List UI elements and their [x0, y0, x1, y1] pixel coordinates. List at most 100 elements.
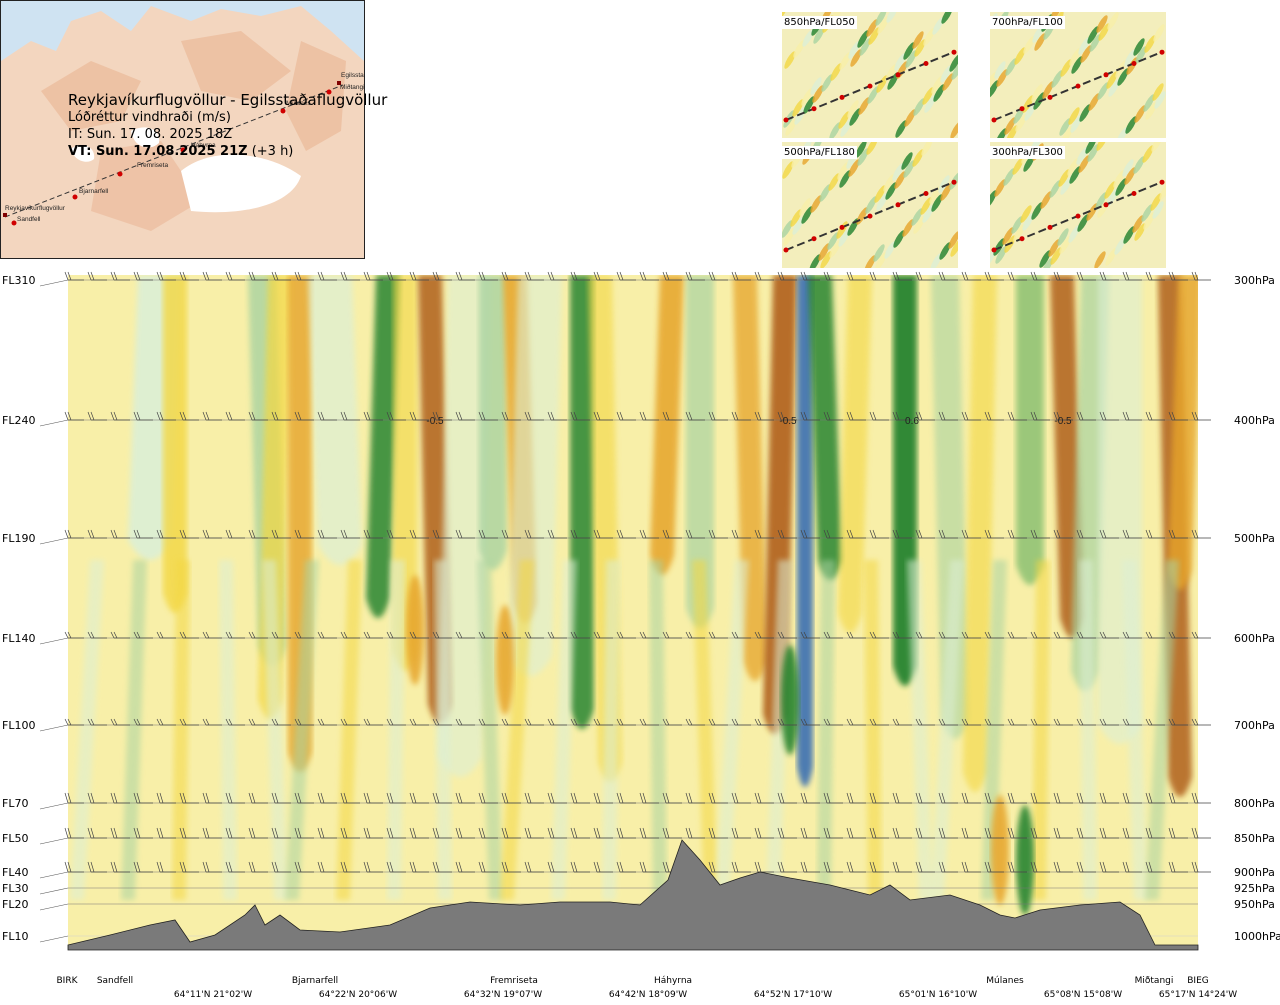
wind-barb — [846, 718, 866, 726]
wind-barb — [1168, 529, 1188, 539]
wind-barb — [1145, 529, 1165, 539]
contour-labels: -0.5 -0.5 0.6 -0.5 — [426, 416, 1072, 427]
wind-barb — [961, 631, 981, 639]
wind-barb — [455, 718, 475, 726]
wind-barb — [593, 271, 613, 281]
title-block: Reykjavíkurflugvöllur - Egilsstaðaflugvö… — [68, 92, 387, 160]
wind-barb — [294, 792, 314, 804]
wind-barb — [869, 631, 889, 639]
velocity-band — [366, 275, 400, 618]
wind-barb — [501, 529, 521, 539]
wind-barb — [455, 529, 475, 539]
thumb-blob — [857, 148, 869, 166]
wind-barb — [708, 529, 728, 539]
wind-barb — [1122, 271, 1142, 281]
wind-barb — [156, 631, 176, 639]
thumb-blob — [858, 97, 870, 115]
thumb-blob — [1085, 142, 1097, 154]
wind-barb — [892, 861, 912, 873]
wind-barb — [570, 861, 590, 873]
wind-barb — [156, 861, 176, 873]
thumb-blob — [1097, 82, 1109, 100]
wind-barb — [869, 271, 889, 281]
wind-barb — [179, 631, 199, 639]
wind-barb — [501, 792, 521, 804]
wind-barb — [593, 718, 613, 726]
wind-barb — [225, 792, 245, 804]
thumb-blob — [950, 239, 958, 257]
wind-barb — [685, 271, 705, 281]
thumb-700hpa: 700hPa/FL100 — [990, 12, 1166, 138]
thumb-blob — [830, 63, 842, 81]
thumb-blob — [902, 219, 914, 237]
fl-label: FL140 — [2, 632, 36, 645]
thumb-blob — [1050, 247, 1062, 265]
wind-barb — [1168, 792, 1188, 804]
thumb-waypoint — [1075, 83, 1081, 89]
thumb-blob — [895, 120, 907, 138]
thumb-blob — [839, 170, 851, 188]
wind-barb — [87, 271, 107, 281]
thumb-blob — [876, 75, 888, 93]
velocity-band-low — [172, 560, 190, 900]
thumb-blob — [949, 54, 958, 72]
wind-barb — [432, 827, 452, 839]
thumb-blob — [1087, 144, 1099, 162]
velocity-band-low — [262, 560, 288, 900]
wind-barb — [409, 718, 429, 726]
thumb-blob — [1154, 91, 1166, 109]
wind-barb — [1053, 792, 1073, 804]
wind-barb — [271, 529, 291, 539]
wind-barb — [892, 792, 912, 804]
thumb-blob — [905, 50, 917, 68]
wind-barb — [708, 271, 728, 281]
wind-barb — [1076, 792, 1096, 804]
wind-barb — [248, 718, 268, 726]
thumb-label: 850hPa/FL050 — [782, 16, 857, 29]
thumb-blob — [1058, 169, 1070, 187]
location-label: Fremriseta — [490, 976, 538, 986]
wind-barb — [317, 529, 337, 539]
level-leader — [39, 724, 69, 732]
wind-barb — [616, 861, 636, 873]
hpa-label: 300hPa — [1234, 274, 1275, 287]
wind-barb — [386, 529, 406, 539]
wind-barb — [1099, 271, 1119, 281]
wind-barb — [1030, 529, 1050, 539]
wind-barb — [1145, 631, 1165, 639]
wind-barb — [547, 529, 567, 539]
fl-label: FL190 — [2, 532, 36, 545]
velocity-band — [1016, 275, 1044, 585]
thumb-blob — [1006, 125, 1018, 138]
wind-barb — [317, 792, 337, 804]
thumb-blob — [1013, 224, 1025, 242]
wind-barb — [938, 861, 958, 873]
wind-barb — [616, 271, 636, 281]
wind-barb — [984, 792, 1004, 804]
wind-barb — [432, 411, 452, 421]
wind-barb — [363, 631, 383, 639]
wind-barb — [800, 718, 820, 726]
wind-barb — [570, 271, 590, 281]
thumb-blob — [1087, 26, 1099, 44]
wind-barb — [1122, 827, 1142, 839]
level-leader — [39, 537, 69, 545]
contour-label: 0.6 — [905, 416, 919, 427]
wind-barb — [800, 861, 820, 873]
thumb-blob — [1076, 147, 1088, 165]
velocity-core — [496, 605, 514, 715]
wind-barb — [961, 411, 981, 421]
wind-barb — [110, 529, 130, 539]
thumb-blob — [921, 142, 933, 156]
coordinate-label: 64°11'N 21°02'W — [173, 990, 253, 1000]
wind-barb — [1099, 861, 1119, 873]
wind-barb — [432, 718, 452, 726]
wind-barb — [248, 631, 268, 639]
wind-barb — [133, 718, 153, 726]
wind-barb — [225, 411, 245, 421]
wind-barb — [984, 827, 1004, 839]
wind-barb — [1145, 411, 1165, 421]
wind-barb — [501, 631, 521, 639]
vertical-velocity-field — [70, 275, 1198, 915]
velocity-band-low — [477, 560, 503, 900]
